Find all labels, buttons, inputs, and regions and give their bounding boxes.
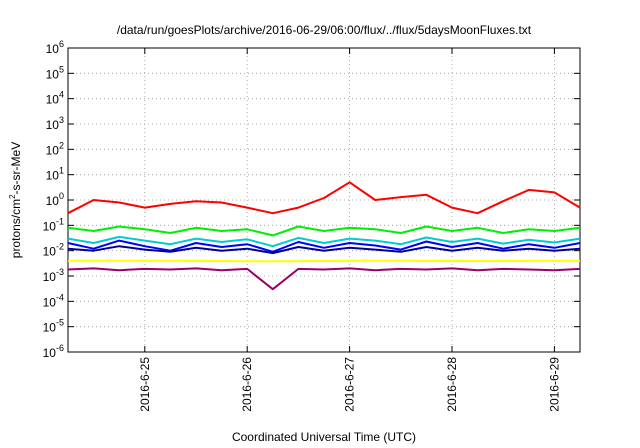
grid [68,48,580,352]
y-tick-base: 10 [46,143,60,157]
y-tick-base: 10 [46,42,60,56]
y-tick-base: 10 [43,219,57,233]
y-tick-exponent: -6 [56,343,64,353]
y-tick-exponent: -1 [56,216,64,226]
y-axis-label-rest: -s-sr-MeV [9,142,23,195]
y-tick-exponent: 3 [59,115,64,125]
x-tick-label: 2016-6-25 [138,357,152,412]
series-line [67,267,581,291]
y-tick-base: 10 [43,346,57,360]
y-axis-label: protons/cm2-s-sr-MeV [8,142,23,258]
y-tick-exponent: 1 [59,166,64,176]
y-tick-label: 10-4 [43,292,64,309]
y-tick-label: 10-3 [43,267,64,284]
y-tick-exponent: 5 [59,64,64,74]
y-tick-base: 10 [43,270,57,284]
y-tick-base: 10 [43,321,57,335]
y-tick-base: 10 [46,67,60,81]
y-tick-exponent: 6 [59,39,64,49]
series-lines [67,181,581,291]
y-tick-label: 102 [46,140,64,157]
x-tick-label: 2016-6-26 [240,357,254,412]
series-line [67,239,581,253]
y-tick-label: 100 [46,191,64,208]
y-tick-base: 10 [46,118,60,132]
x-axis-ticks: 2016-6-25 2016-6-26 2016-6-27 2016-6-28 2016… [138,48,561,412]
y-tick-label: 104 [46,90,64,107]
series-line [67,181,581,215]
y-tick-exponent: 4 [59,90,64,100]
y-tick-label: 106 [46,39,64,56]
series-line [67,245,581,255]
y-tick-label: 101 [46,166,64,183]
y-tick-exponent: -5 [56,318,64,328]
y-tick-label: 103 [46,115,64,132]
series-line [68,259,581,263]
y-tick-base: 10 [46,194,60,208]
x-tick-label: 2016-6-27 [343,357,357,412]
y-tick-base: 10 [43,245,57,259]
y-tick-base: 10 [46,93,60,107]
y-tick-label: 10-2 [43,242,64,259]
y-tick-exponent: -4 [56,292,64,302]
y-tick-exponent: -3 [56,267,64,277]
y-tick-base: 10 [46,169,60,183]
y-tick-base: 10 [43,295,57,309]
y-axis-ticks: 10-610-510-410-310-210-11001011021031041… [43,39,580,360]
y-tick-label: 10-1 [43,216,64,233]
y-tick-label: 10-6 [43,343,64,360]
y-axis-label-sup: 2 [8,194,17,199]
y-tick-exponent: 2 [59,140,64,150]
y-tick-exponent: 0 [59,191,64,201]
y-tick-label: 10-5 [43,318,64,335]
x-tick-label: 2016-6-28 [445,357,459,412]
series-line [67,235,581,248]
y-tick-label: 105 [46,64,64,81]
x-axis-label: Coordinated Universal Time (UTC) [232,430,416,444]
x-tick-label: 2016-6-29 [547,357,561,412]
y-tick-exponent: -2 [56,242,64,252]
y-axis-label-main: protons/cm [9,199,23,258]
series-line [67,225,581,237]
chart-title: /data/run/goesPlots/archive/2016-06-29/0… [117,23,532,37]
